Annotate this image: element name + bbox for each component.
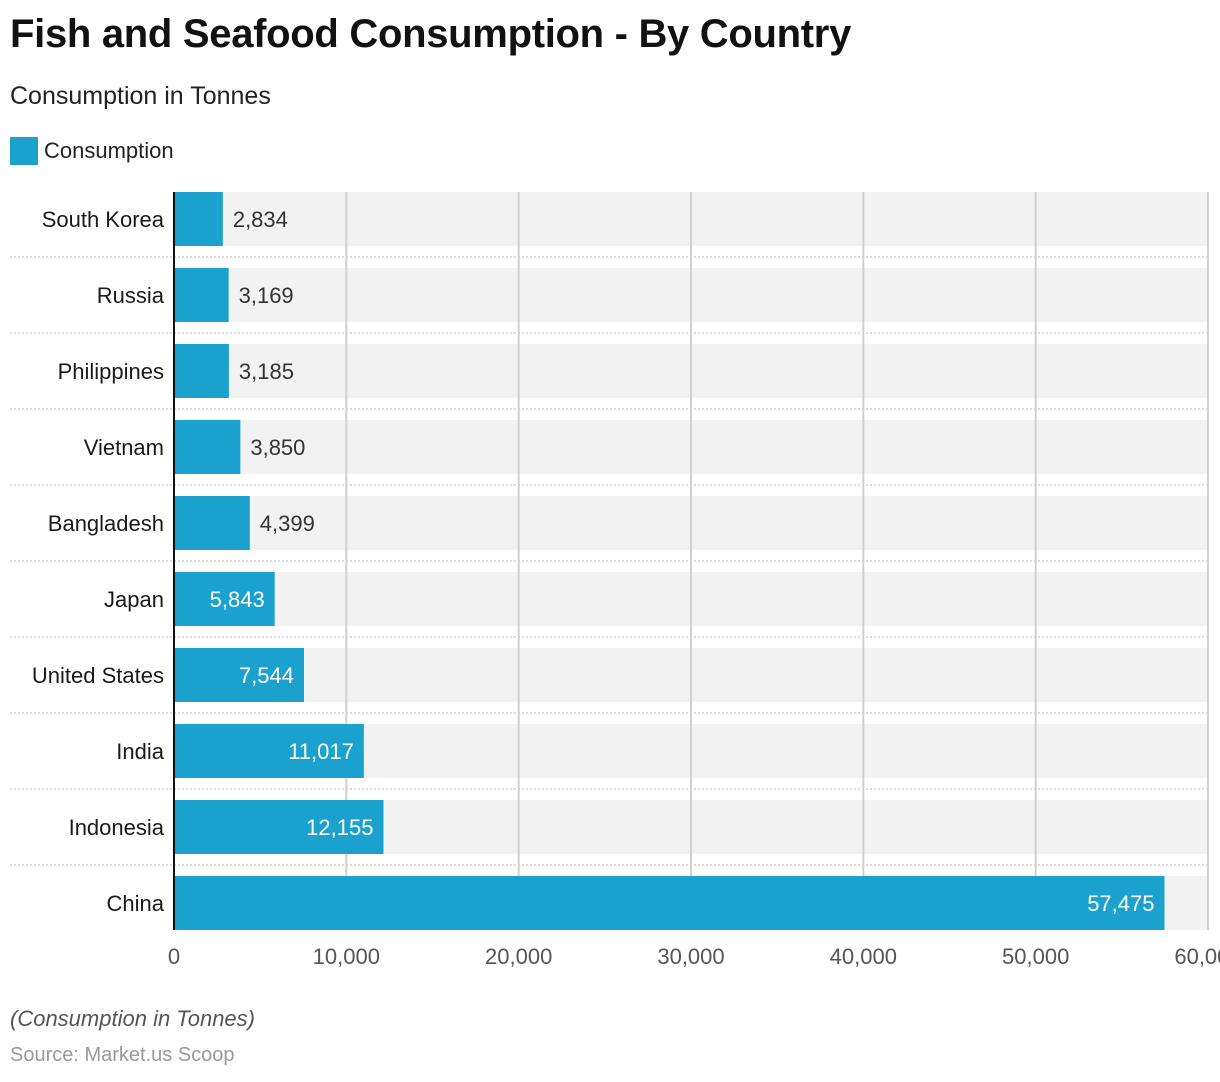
footnote: (Consumption in Tonnes) [10,1006,255,1031]
category-label: China [107,891,165,916]
category-label: Russia [97,283,165,308]
bar [174,496,250,550]
value-label: 5,843 [210,587,265,612]
value-label: 57,475 [1087,891,1154,916]
bar [174,876,1165,930]
category-label: Japan [104,587,164,612]
chart-title: Fish and Seafood Consumption - By Countr… [10,12,852,56]
bar [174,800,384,854]
bar [174,420,241,474]
x-tick-label: 20,000 [485,944,552,969]
category-label: Vietnam [84,435,164,460]
category-label: Bangladesh [48,511,164,536]
x-tick-label: 0 [168,944,180,969]
value-label: 3,169 [239,283,294,308]
source-credit: Source: Market.us Scoop [10,1044,235,1066]
legend-swatch [10,137,38,165]
bar-chart: South Korea 2,834 Russia 3,169 Philippines 3,… [10,192,1220,969]
category-label: Philippines [58,359,164,384]
category-label: South Korea [42,207,165,232]
category-label: Indonesia [69,815,165,840]
bar [174,192,223,246]
bar [174,648,305,702]
value-label: 12,155 [306,815,373,840]
value-label: 2,834 [233,207,288,232]
value-label: 3,850 [250,435,305,460]
bar [174,344,229,398]
category-label: United States [32,663,164,688]
category-label: India [116,739,164,764]
legend-label: Consumption [44,138,174,163]
value-label: 4,399 [260,511,315,536]
value-label: 11,017 [288,739,354,764]
value-label: 7,544 [239,663,294,688]
x-tick-label: 50,000 [1002,944,1069,969]
bar [174,268,229,322]
bar [174,572,275,626]
legend: Consumption [10,137,174,165]
x-tick-label: 60,000 [1174,944,1220,969]
x-tick-label: 10,000 [313,944,380,969]
chart-subtitle: Consumption in Tonnes [10,82,271,110]
value-label: 3,185 [239,359,294,384]
x-tick-label: 40,000 [830,944,897,969]
bar [174,724,364,778]
x-tick-label: 30,000 [657,944,724,969]
